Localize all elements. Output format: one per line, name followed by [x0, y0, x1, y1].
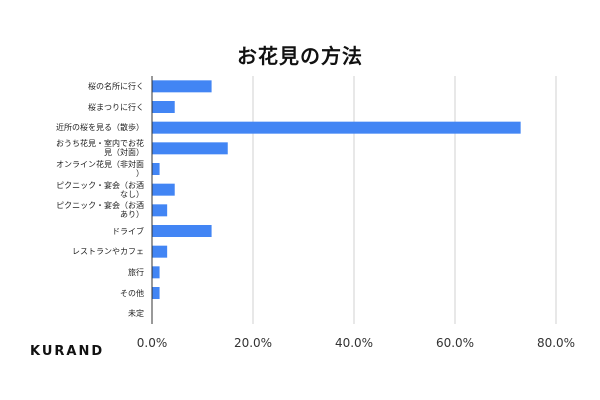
x-tick-label: 60.0% — [435, 336, 475, 350]
category-label: 近所の桜を見る（散歩） — [56, 123, 144, 133]
category-label: レストランやカフェ — [72, 247, 144, 257]
bar — [152, 287, 160, 299]
category-label: 旅行 — [128, 267, 144, 277]
category-label: ピクニック・宴会（お酒 あり） — [56, 201, 144, 220]
bar — [152, 204, 168, 217]
bar — [152, 80, 212, 93]
x-tick-label: 80.0% — [536, 336, 576, 350]
category-label: その他 — [120, 288, 144, 298]
category-label: オンライン花見（非対面 ） — [56, 160, 144, 178]
category-label: おうち花見・室内でお花 見（対面） — [56, 139, 144, 158]
bar — [152, 101, 175, 113]
category-label: 未定 — [128, 309, 144, 319]
x-tick-label: 0.0% — [136, 336, 168, 350]
bar — [152, 121, 521, 134]
bar — [152, 183, 175, 196]
bar — [152, 225, 212, 237]
bar — [152, 266, 160, 279]
bar — [152, 245, 168, 258]
category-label: ピクニック・宴会（お酒 なし） — [56, 180, 144, 199]
x-tick-label: 40.0% — [334, 336, 374, 350]
brand-logo: KURAND — [30, 344, 105, 359]
bar — [152, 142, 228, 155]
category-label: 桜の名所に行く — [88, 81, 144, 91]
category-label: 桜まつりに行く — [88, 102, 144, 112]
x-tick-label: 20.0% — [233, 336, 273, 350]
chart-title: お花見の方法 — [237, 44, 363, 68]
bars — [152, 80, 521, 299]
gridlines — [252, 76, 557, 324]
bar — [152, 163, 160, 175]
category-label: ドライブ — [112, 226, 144, 236]
